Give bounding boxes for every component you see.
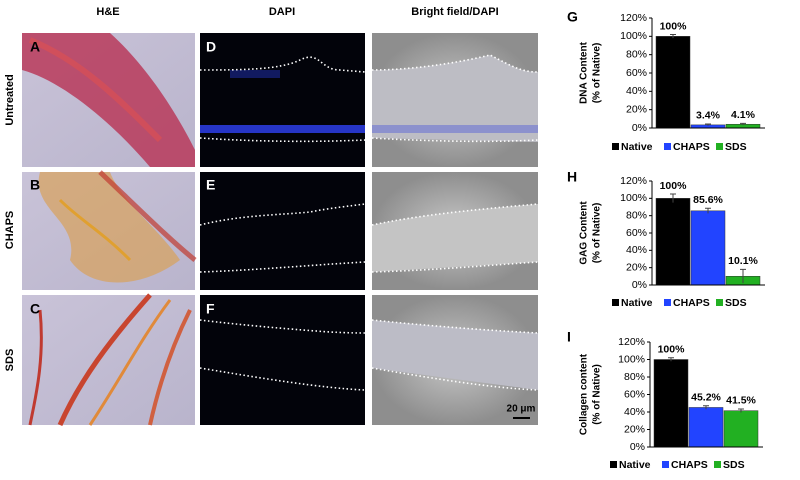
brightfield-images — [371, 33, 539, 425]
y-axis-label: (% of Native) — [592, 364, 603, 425]
panel-letter: B — [30, 177, 40, 193]
y-axis-label: Collagen content — [579, 353, 590, 435]
y-tick-label: 120% — [620, 12, 647, 24]
y-tick-label: 20% — [624, 423, 645, 435]
legend-swatch — [612, 299, 619, 306]
value-label: 3.4% — [696, 110, 721, 122]
y-tick-label: 0% — [630, 441, 645, 453]
row-label: SDS — [4, 349, 16, 372]
he-images — [22, 33, 197, 427]
legend-label: Native — [619, 459, 651, 471]
y-tick-label: 80% — [626, 209, 647, 221]
y-tick-label: 120% — [620, 175, 647, 187]
value-label: 10.1% — [728, 255, 758, 267]
y-axis-label: (% of Native) — [592, 43, 603, 104]
legend-swatch — [612, 143, 619, 150]
bar — [655, 198, 691, 286]
error-bar — [705, 207, 711, 214]
legend-swatch — [664, 143, 671, 150]
y-axis-label: DNA Content — [579, 41, 590, 104]
legend-label: CHAPS — [671, 459, 708, 471]
legend-label: CHAPS — [673, 297, 710, 309]
y-tick-label: 60% — [626, 227, 647, 239]
error-bar — [670, 34, 676, 39]
y-axis-label: GAG Content — [579, 201, 590, 265]
y-tick-label: 80% — [624, 371, 645, 383]
y-tick-label: 60% — [624, 388, 645, 400]
y-tick-label: 40% — [626, 244, 647, 256]
panel-letter: A — [30, 39, 40, 55]
value-label: 45.2% — [691, 391, 721, 403]
panel-letter: C — [30, 301, 40, 317]
bar — [690, 210, 726, 286]
legend-label: CHAPS — [673, 141, 710, 153]
y-tick-label: 120% — [618, 336, 645, 348]
column-title: H&E — [96, 6, 119, 18]
value-label: 100% — [660, 180, 688, 192]
panel-letter: F — [206, 301, 215, 317]
y-tick-label: 40% — [626, 85, 647, 97]
column-title: DAPI — [269, 6, 295, 18]
error-bar — [703, 405, 709, 410]
legend-label: Native — [621, 141, 653, 153]
y-tick-label: 20% — [626, 261, 647, 273]
legend-label: SDS — [725, 297, 747, 309]
y-axis-label: (% of Native) — [592, 203, 603, 264]
legend-label: SDS — [725, 141, 747, 153]
legend-label: Native — [621, 297, 653, 309]
column-title: Bright field/DAPI — [411, 6, 498, 18]
y-tick-label: 20% — [626, 103, 647, 115]
bar — [688, 407, 724, 448]
panel-letter: I — [567, 329, 571, 345]
panel-letter: G — [567, 9, 578, 25]
value-label: 100% — [658, 344, 686, 356]
y-tick-label: 80% — [626, 48, 647, 60]
value-label: 100% — [660, 20, 688, 32]
panel-letter: H — [567, 169, 577, 185]
value-label: 85.6% — [693, 194, 723, 206]
value-label: 4.1% — [731, 109, 756, 121]
panel-letter: D — [206, 39, 216, 55]
row-label: CHAPS — [4, 211, 16, 250]
error-bar — [740, 122, 746, 126]
error-bar — [705, 123, 711, 126]
error-bar — [668, 357, 674, 362]
scale-bar-label: 20 μm — [507, 404, 536, 415]
legend-swatch — [716, 143, 723, 150]
y-tick-label: 60% — [626, 67, 647, 79]
dapi-images — [199, 33, 366, 425]
bar — [653, 359, 689, 448]
legend-swatch — [664, 299, 671, 306]
error-bar — [740, 268, 746, 284]
bar — [723, 410, 759, 448]
y-tick-label: 40% — [624, 406, 645, 418]
y-tick-label: 0% — [632, 279, 647, 291]
legend-label: SDS — [723, 459, 745, 471]
panel-letter: E — [206, 177, 215, 193]
legend-swatch — [662, 461, 669, 468]
y-tick-label: 100% — [620, 192, 647, 204]
y-tick-label: 100% — [620, 30, 647, 42]
bar — [655, 36, 691, 129]
value-label: 41.5% — [726, 395, 756, 407]
legend-swatch — [716, 299, 723, 306]
error-bar — [670, 193, 676, 203]
y-tick-label: 0% — [632, 122, 647, 134]
y-tick-label: 100% — [618, 353, 645, 365]
legend-swatch — [714, 461, 721, 468]
legend-swatch — [610, 461, 617, 468]
row-label: Untreated — [4, 74, 16, 125]
error-bar — [738, 408, 744, 413]
